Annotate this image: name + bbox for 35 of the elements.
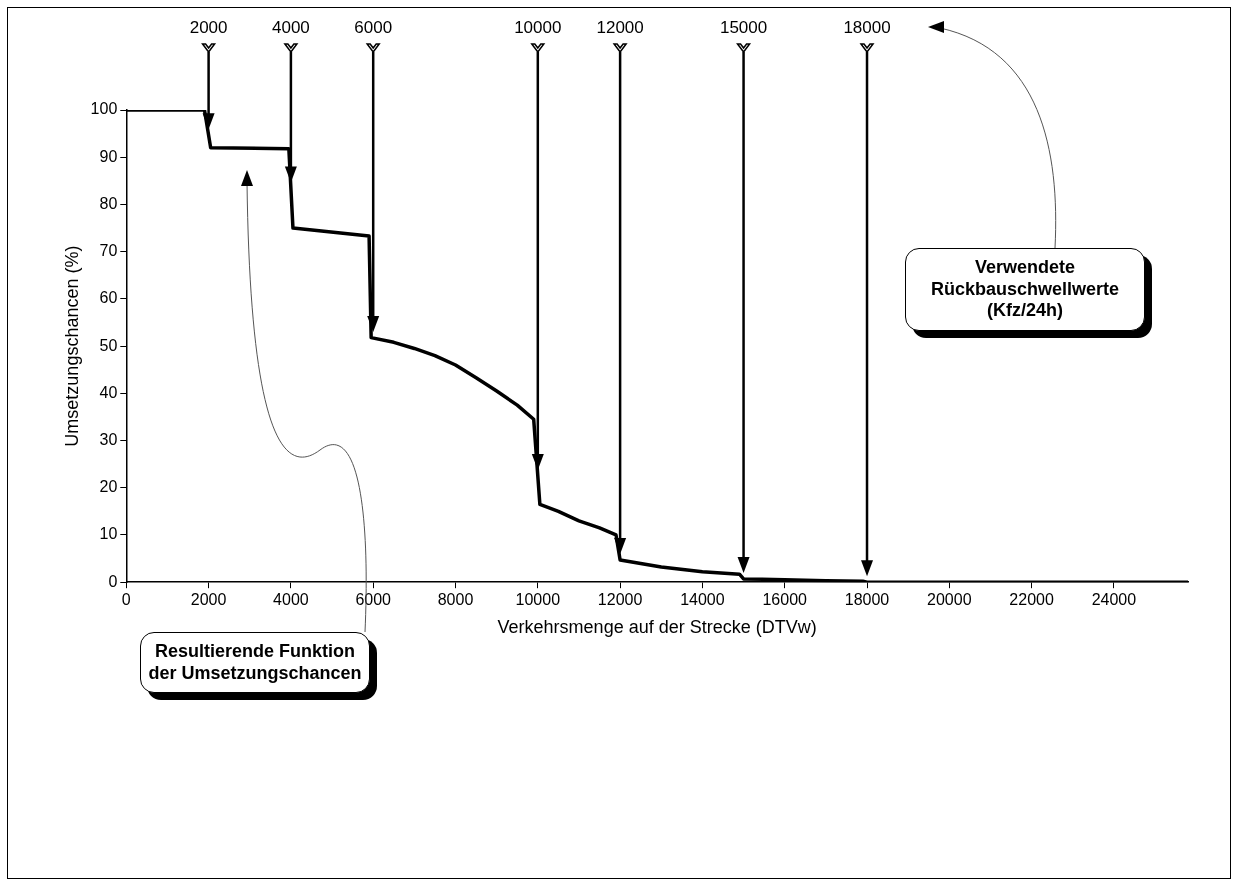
x-tick-label: 22000 (1009, 591, 1054, 609)
annotation: Verwendete Rückbauschwellwerte (Kfz/24h) (905, 248, 1145, 331)
y-tick-label: 90 (99, 147, 118, 165)
ref-line-label: 2000 (189, 18, 228, 37)
y-tick-label: 60 (99, 289, 118, 307)
y-tick-label: 20 (99, 478, 118, 496)
x-axis-title: Verkehrsmenge auf der Strecke (DTVw) (497, 617, 817, 638)
y-tick-label: 70 (99, 242, 118, 260)
ref-line-label: 10000 (514, 18, 562, 37)
x-tick-label: 24000 (1091, 591, 1137, 609)
ref-line-label: 12000 (596, 18, 644, 37)
x-tick-label: 16000 (762, 591, 808, 609)
x-tick-label: 14000 (680, 591, 725, 609)
y-tick-label: 80 (99, 194, 118, 212)
x-tick-label: 10000 (515, 591, 561, 609)
ref-line-label: 6000 (354, 18, 393, 37)
y-tick-label: 30 (99, 430, 118, 448)
y-tick-label: 40 (99, 383, 118, 401)
ref-line-label: 4000 (271, 18, 310, 37)
x-tick-label: 6000 (355, 591, 392, 609)
y-axis-title: Umsetzungschancen (%) (61, 245, 82, 447)
ref-line-label: 18000 (843, 18, 891, 37)
x-tick-label: 2000 (190, 591, 227, 609)
x-tick-label: 20000 (927, 591, 972, 609)
x-tick-label: 0 (121, 591, 131, 609)
x-tick-label: 18000 (844, 591, 890, 609)
x-tick-label: 4000 (273, 591, 309, 609)
y-tick-label: 100 (90, 100, 118, 118)
ref-line-label: 15000 (719, 18, 768, 37)
y-tick-label: 10 (99, 525, 118, 543)
text: Resultierende Funktion der Umsetzungschancen (140, 632, 370, 694)
y-tick-label: 50 (99, 336, 118, 354)
y-tick-label: 0 (108, 572, 118, 590)
x-tick-label: 8000 (437, 591, 474, 609)
x-tick-label: 12000 (597, 591, 643, 609)
